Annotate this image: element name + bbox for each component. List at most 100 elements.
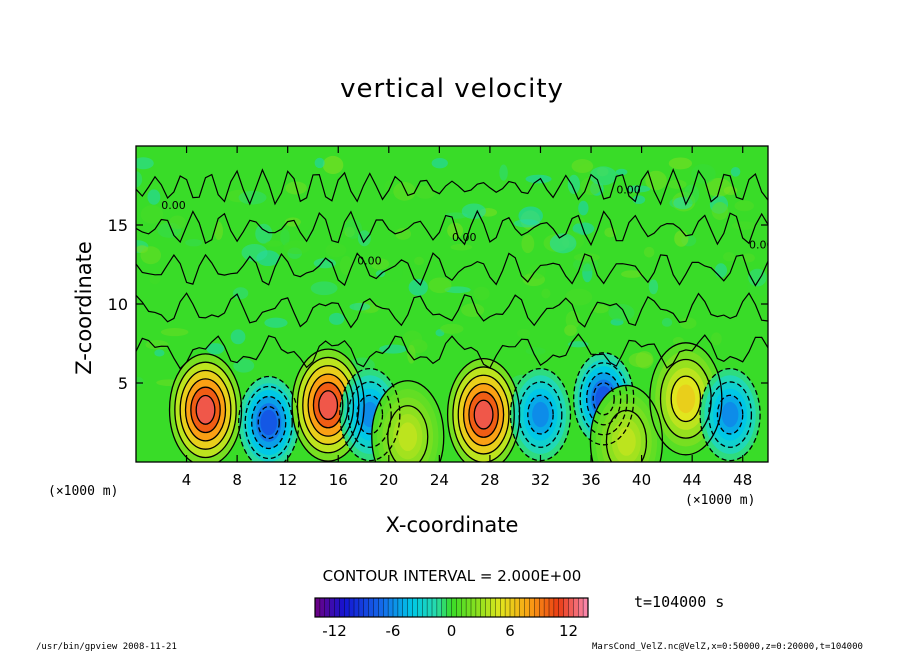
field-speckle — [393, 182, 416, 201]
field-speckle — [541, 288, 551, 299]
field-speckle — [517, 328, 531, 338]
field-speckle — [711, 202, 729, 221]
contour-0 — [174, 361, 237, 459]
field-speckle — [414, 256, 425, 266]
contour-upper — [136, 168, 768, 206]
feature-updraft-5 — [474, 400, 493, 429]
contour-10 — [708, 381, 753, 448]
colorbar-cell — [568, 598, 574, 617]
field-speckle — [169, 215, 186, 230]
footer-right: MarsCond_VelZ.nc@VelZ,x=0:50000,z=0:2000… — [592, 642, 863, 652]
contour-upper — [136, 292, 768, 329]
colorbar-cell — [363, 598, 369, 617]
colorbar-cell — [544, 598, 550, 617]
contour-0 — [179, 369, 232, 450]
contour-6 — [527, 394, 554, 435]
feature-downdraft-10 — [721, 401, 739, 428]
y-tick-label: 10 — [108, 295, 128, 314]
contour-1 — [244, 385, 293, 460]
contour-1 — [257, 405, 280, 440]
x-unit-left: (×1000 m) — [48, 484, 119, 499]
x-tick-label: 20 — [379, 471, 398, 489]
field-speckle — [283, 240, 311, 255]
colorbar-cell — [583, 598, 589, 617]
colorbar-cell — [524, 598, 530, 617]
x-unit-right: (×1000 m) — [685, 493, 756, 508]
colorbar-cell — [397, 598, 404, 617]
time-label: t=104000 s — [634, 593, 725, 611]
field-speckle — [461, 303, 485, 317]
field-speckle — [407, 344, 416, 364]
x-tick-label: 40 — [632, 471, 651, 489]
colorbar-cell — [480, 598, 486, 617]
field-speckle — [428, 277, 452, 294]
field-speckle — [395, 228, 412, 240]
colorbar-tick-label: 0 — [447, 622, 457, 640]
colorbar-cell — [324, 598, 330, 617]
field-speckle — [264, 317, 288, 328]
colorbar-cell — [436, 598, 443, 617]
field-speckle — [284, 217, 301, 227]
field-speckle — [339, 256, 353, 275]
contour-label: 0.00 — [749, 239, 774, 252]
field-speckle — [241, 243, 268, 262]
colorbar-cell — [505, 598, 511, 617]
colorbar-cell — [549, 598, 555, 617]
y-tick-label: 15 — [108, 216, 128, 235]
field-speckle — [473, 286, 490, 301]
field-speckle — [140, 205, 164, 224]
field-speckle — [206, 343, 225, 355]
feature-downdraft-1 — [260, 409, 278, 436]
field-speckle — [723, 252, 735, 262]
contour-upper — [136, 333, 768, 370]
colorbar-cell — [432, 598, 438, 617]
contour-1 — [238, 375, 300, 462]
contour-1 — [251, 395, 287, 450]
field-speckle — [147, 189, 161, 205]
colorbar-cell — [578, 598, 584, 617]
contour-5 — [457, 374, 510, 455]
feature-updraft-4 — [398, 422, 418, 452]
colorbar-cell — [358, 598, 365, 617]
field-speckle — [615, 168, 628, 176]
contour-0 — [195, 394, 216, 425]
field-speckle — [573, 253, 600, 262]
field-speckle — [444, 286, 471, 294]
field-speckle — [370, 258, 390, 270]
contour-10 — [716, 394, 744, 435]
contour-8 — [605, 409, 648, 462]
contour-5 — [468, 391, 499, 438]
field-speckle — [711, 332, 722, 346]
colorbar-cell — [412, 598, 418, 617]
field-speckle — [674, 230, 689, 247]
contour-3 — [356, 394, 384, 435]
contour-5 — [446, 357, 521, 462]
colorbar-cell — [441, 598, 447, 617]
field-speckle — [349, 302, 371, 311]
contour-0 — [168, 353, 243, 462]
contour-7 — [586, 372, 622, 426]
field-speckle — [280, 228, 290, 246]
field-speckle — [379, 344, 408, 354]
feature-downdraft-6 — [532, 401, 549, 428]
colorbar-tick-label: -6 — [386, 622, 401, 640]
field-speckle — [145, 340, 169, 350]
colorbar-cell — [539, 598, 545, 617]
field-speckle — [525, 174, 552, 184]
field-speckle — [592, 304, 609, 314]
contour-3 — [347, 381, 392, 448]
field-speckle — [431, 157, 448, 169]
contour-lines: 0.00 0.00 0.00 0.00 0.00 — [136, 168, 774, 462]
colorbar-cell — [393, 598, 399, 617]
contour-label: 0.00 — [616, 183, 641, 196]
field-speckle — [447, 222, 464, 239]
field-speckle — [525, 347, 546, 356]
colorbar-cell — [485, 598, 491, 617]
feature-updraft-9 — [676, 384, 696, 414]
field-speckle — [415, 185, 436, 199]
contour-7 — [592, 382, 615, 416]
colorbar-cell — [558, 598, 564, 617]
x-axis-label: X-coordinate — [385, 513, 519, 537]
field-speckle — [136, 377, 144, 387]
colorbar-cell — [446, 598, 452, 617]
